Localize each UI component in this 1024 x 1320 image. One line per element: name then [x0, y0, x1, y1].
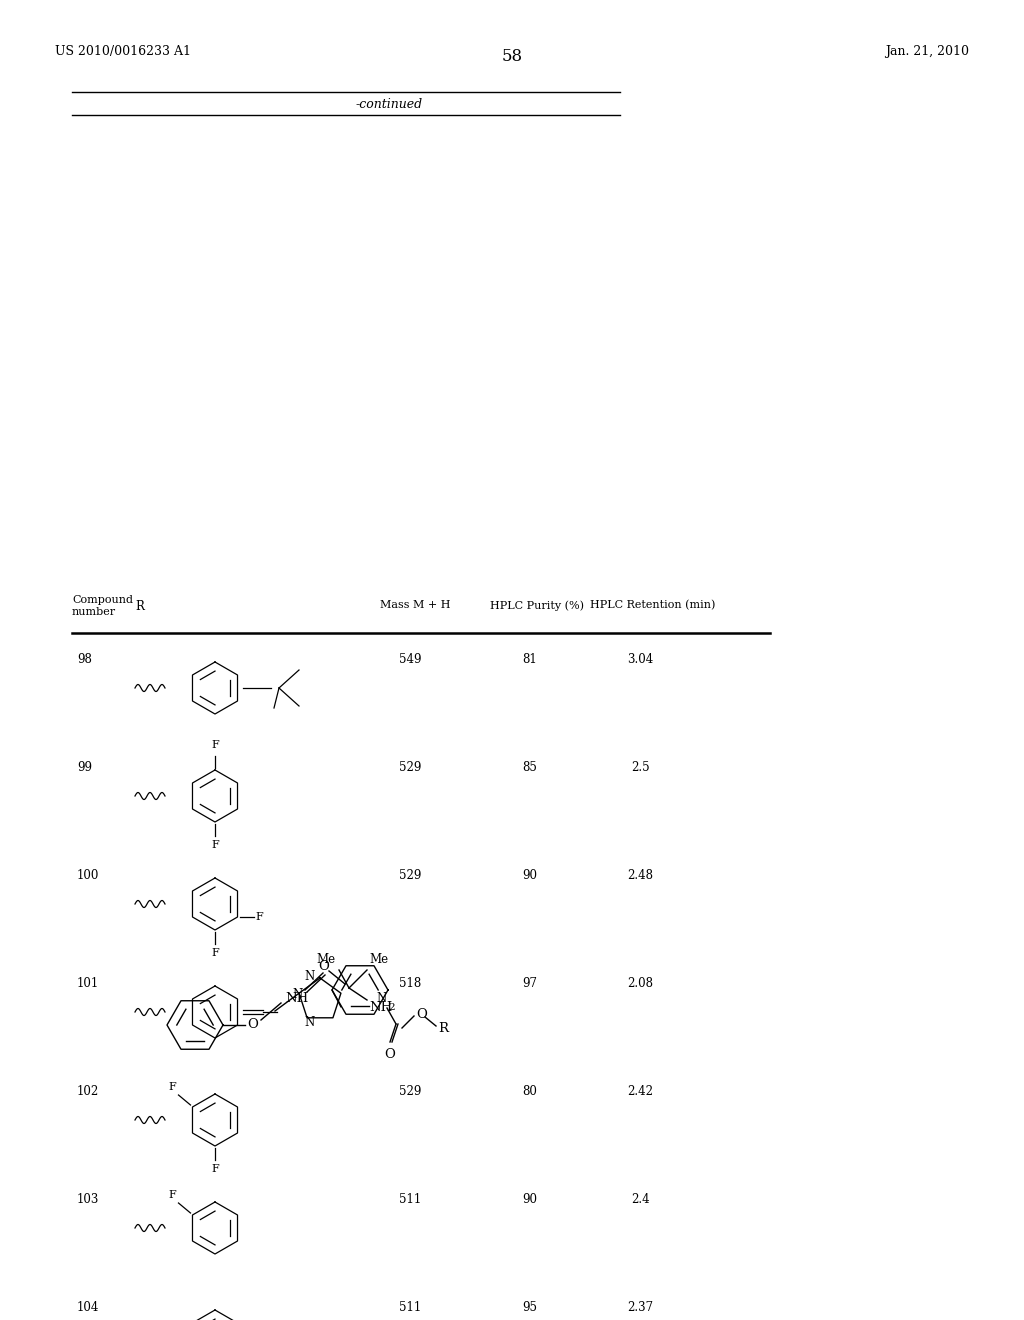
Text: 549: 549 — [398, 653, 421, 667]
Text: Compound
number: Compound number — [72, 595, 133, 618]
Text: -continued: -continued — [355, 98, 423, 111]
Text: 529: 529 — [398, 1085, 421, 1098]
Text: 2.4: 2.4 — [631, 1193, 649, 1206]
Text: US 2010/0016233 A1: US 2010/0016233 A1 — [55, 45, 191, 58]
Text: 2.08: 2.08 — [627, 977, 653, 990]
Text: O: O — [248, 1018, 258, 1031]
Text: 58: 58 — [502, 48, 522, 65]
Text: N: N — [377, 991, 387, 1005]
Text: F: F — [169, 1191, 176, 1200]
Text: O: O — [385, 1048, 395, 1061]
Text: Me: Me — [369, 953, 388, 966]
Text: 81: 81 — [522, 653, 538, 667]
Text: 101: 101 — [77, 977, 99, 990]
Text: 2.48: 2.48 — [627, 869, 653, 882]
Text: F: F — [211, 741, 219, 750]
Text: 90: 90 — [522, 869, 538, 882]
Text: 2: 2 — [388, 1003, 394, 1012]
Text: 99: 99 — [77, 762, 92, 774]
Text: F: F — [211, 840, 219, 850]
Text: 529: 529 — [398, 762, 421, 774]
Text: N: N — [293, 987, 303, 1001]
Text: O: O — [416, 1007, 427, 1020]
Text: O: O — [318, 960, 330, 973]
Text: 98: 98 — [77, 653, 92, 667]
Text: 80: 80 — [522, 1085, 538, 1098]
Text: 100: 100 — [77, 869, 99, 882]
Text: 2.5: 2.5 — [631, 762, 649, 774]
Text: 511: 511 — [399, 1193, 421, 1206]
Text: R: R — [135, 601, 144, 612]
Text: N: N — [305, 969, 315, 982]
Text: 85: 85 — [522, 762, 538, 774]
Text: 2.42: 2.42 — [627, 1085, 653, 1098]
Text: 95: 95 — [522, 1302, 538, 1313]
Text: HPLC Retention (min): HPLC Retention (min) — [590, 601, 716, 610]
Text: 97: 97 — [522, 977, 538, 990]
Text: 102: 102 — [77, 1085, 99, 1098]
Text: R: R — [438, 1022, 449, 1035]
Text: Jan. 21, 2010: Jan. 21, 2010 — [885, 45, 969, 58]
Text: 103: 103 — [77, 1193, 99, 1206]
Text: HPLC Purity (%): HPLC Purity (%) — [490, 601, 584, 611]
Text: F: F — [169, 1082, 176, 1092]
Text: F: F — [211, 948, 219, 958]
Text: 511: 511 — [399, 1302, 421, 1313]
Text: 90: 90 — [522, 1193, 538, 1206]
Text: 2.37: 2.37 — [627, 1302, 653, 1313]
Text: N: N — [305, 1015, 315, 1028]
Text: 518: 518 — [399, 977, 421, 990]
Text: 104: 104 — [77, 1302, 99, 1313]
Text: 3.04: 3.04 — [627, 653, 653, 667]
Text: Me: Me — [316, 953, 336, 966]
Text: Mass M + H: Mass M + H — [380, 601, 451, 610]
Text: F: F — [256, 912, 263, 921]
Text: F: F — [211, 1164, 219, 1173]
Text: NH: NH — [285, 991, 308, 1005]
Text: NH: NH — [369, 1001, 392, 1014]
Text: 529: 529 — [398, 869, 421, 882]
